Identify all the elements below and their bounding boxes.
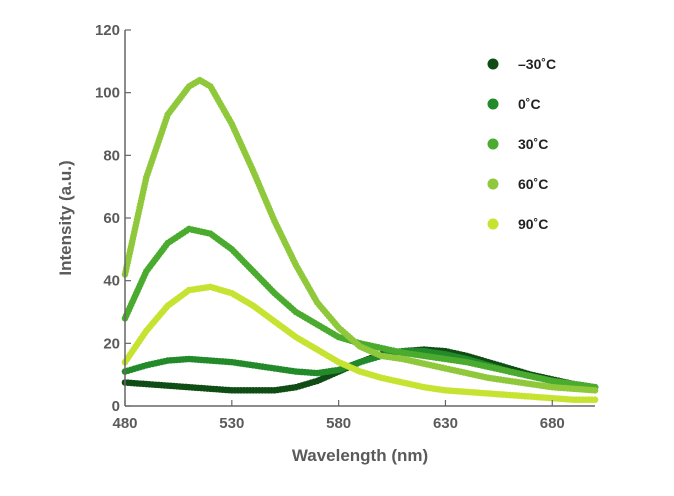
legend-marker xyxy=(487,178,499,190)
legend-label: 30˚C xyxy=(518,136,548,152)
legend-label: 60˚C xyxy=(518,176,548,192)
legend: –30˚C 0˚C 30˚C 60˚C 90˚C xyxy=(487,56,556,232)
data-point xyxy=(591,387,599,394)
legend-item: 90˚C xyxy=(487,216,548,232)
tick-labels: 480 530 580 630 680 0 20 40 60 80 100 120 xyxy=(95,22,565,432)
legend-label: –30˚C xyxy=(518,56,556,72)
legend-item: 30˚C xyxy=(487,136,548,152)
legend-marker xyxy=(487,58,499,70)
data-point xyxy=(591,396,599,404)
y-tick-label: 40 xyxy=(103,273,120,290)
x-tick-label: 580 xyxy=(326,415,351,432)
series-3 xyxy=(121,76,599,394)
x-axis-label: Wavelength (nm) xyxy=(292,446,428,465)
data-series-layer xyxy=(121,76,599,404)
legend-item: 0˚C xyxy=(487,96,541,112)
y-tick-label: 120 xyxy=(95,22,120,39)
x-tick-label: 630 xyxy=(433,415,458,432)
x-tick-label: 530 xyxy=(219,415,244,432)
legend-item: –30˚C xyxy=(487,56,556,72)
y-tick-label: 80 xyxy=(103,147,120,164)
legend-label: 0˚C xyxy=(518,96,541,112)
y-tick-label: 20 xyxy=(103,335,120,352)
series-2 xyxy=(121,225,599,391)
legend-marker xyxy=(487,138,499,150)
x-tick-label: 680 xyxy=(540,415,565,432)
legend-label: 90˚C xyxy=(518,216,548,232)
tick-marks xyxy=(124,29,553,407)
legend-marker xyxy=(487,98,499,110)
y-axis-label: Intensity (a.u.) xyxy=(56,160,75,275)
legend-marker xyxy=(487,218,499,230)
y-tick-label: 60 xyxy=(103,210,120,227)
legend-item: 60˚C xyxy=(487,176,548,192)
y-tick-label: 0 xyxy=(112,398,120,415)
y-tick-label: 100 xyxy=(95,85,120,102)
series-4 xyxy=(121,283,599,404)
x-tick-label: 480 xyxy=(112,415,137,432)
